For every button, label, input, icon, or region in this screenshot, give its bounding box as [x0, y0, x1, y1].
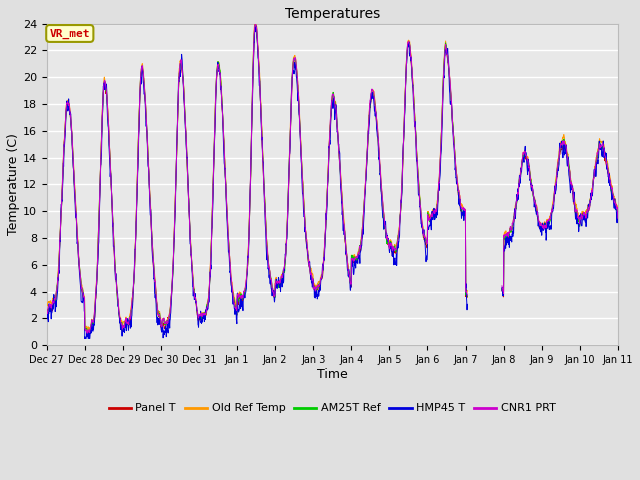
- X-axis label: Time: Time: [317, 368, 348, 381]
- Y-axis label: Temperature (C): Temperature (C): [7, 133, 20, 235]
- Text: VR_met: VR_met: [49, 28, 90, 38]
- Title: Temperatures: Temperatures: [285, 7, 380, 21]
- Legend: Panel T, Old Ref Temp, AM25T Ref, HMP45 T, CNR1 PRT: Panel T, Old Ref Temp, AM25T Ref, HMP45 …: [104, 399, 560, 418]
